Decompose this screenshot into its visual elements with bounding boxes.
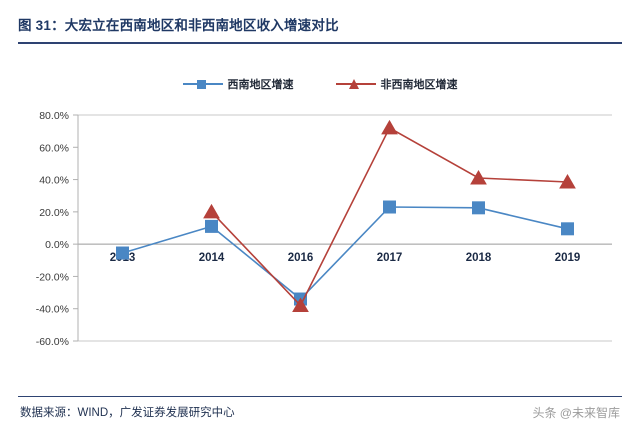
data-point-marker	[203, 203, 220, 219]
legend-label-southwest: 西南地区增速	[227, 79, 294, 91]
y-axis: 80.0% 60.0% 40.0% 20.0% 0.0% -20.0% -40.0% -60.…	[36, 110, 78, 348]
y-axis-tick-label: 40.0%	[39, 175, 69, 187]
data-point-marker	[292, 297, 309, 312]
data-point-marker	[559, 173, 576, 189]
data-point-marker	[381, 119, 398, 135]
legend-item-non-southwest[interactable]: 非西南地区增速	[335, 76, 458, 92]
y-axis-tick-label: 80.0%	[39, 110, 69, 122]
data-point-marker	[205, 219, 218, 233]
y-axis-tick-label: 20.0%	[39, 207, 69, 219]
y-axis-tick-label: -20.0%	[36, 271, 69, 283]
x-axis-tick-label: 2014	[199, 252, 225, 264]
data-point-marker	[561, 222, 574, 236]
watermark-label: 头条 @未来智库	[532, 406, 620, 420]
chart-legend: 西南地区增速 非西南地区增速	[0, 76, 640, 92]
data-point-marker	[470, 169, 487, 185]
x-axis: 201320142016201720182019	[110, 252, 581, 264]
series-line	[122, 206, 568, 301]
footer-divider	[18, 396, 622, 398]
header-divider	[18, 42, 622, 44]
figure-header: 图 31：大宏立在西南地区和非西南地区收入增速对比	[18, 16, 622, 48]
y-axis-tick-label: -60.0%	[36, 336, 69, 348]
legend-label-non-southwest: 非西南地区增速	[380, 79, 458, 91]
legend-swatch-square-icon	[182, 78, 223, 90]
data-point-marker	[472, 201, 485, 215]
chart-series-2	[203, 119, 576, 312]
chart-series-1	[116, 200, 574, 306]
y-axis-tick-label: 0.0%	[45, 239, 69, 251]
x-axis-tick-label: 2017	[377, 252, 403, 264]
data-point-marker	[383, 200, 396, 214]
x-axis-tick-label: 2019	[555, 252, 581, 264]
legend-swatch-triangle-icon	[335, 78, 376, 90]
data-source-note: 数据来源：WIND，广发证券发展研究中心	[20, 407, 235, 419]
legend-item-southwest[interactable]: 西南地区增速	[182, 76, 294, 92]
page-title: 图 31：大宏立在西南地区和非西南地区收入增速对比	[18, 18, 339, 33]
y-axis-tick-label: -40.0%	[36, 304, 69, 316]
chart-gridlines	[77, 114, 612, 342]
y-axis-tick-label: 60.0%	[39, 142, 69, 154]
x-axis-tick-label: 2016	[288, 252, 314, 264]
data-point-marker	[116, 246, 129, 260]
x-axis-tick-label: 2018	[466, 252, 492, 264]
